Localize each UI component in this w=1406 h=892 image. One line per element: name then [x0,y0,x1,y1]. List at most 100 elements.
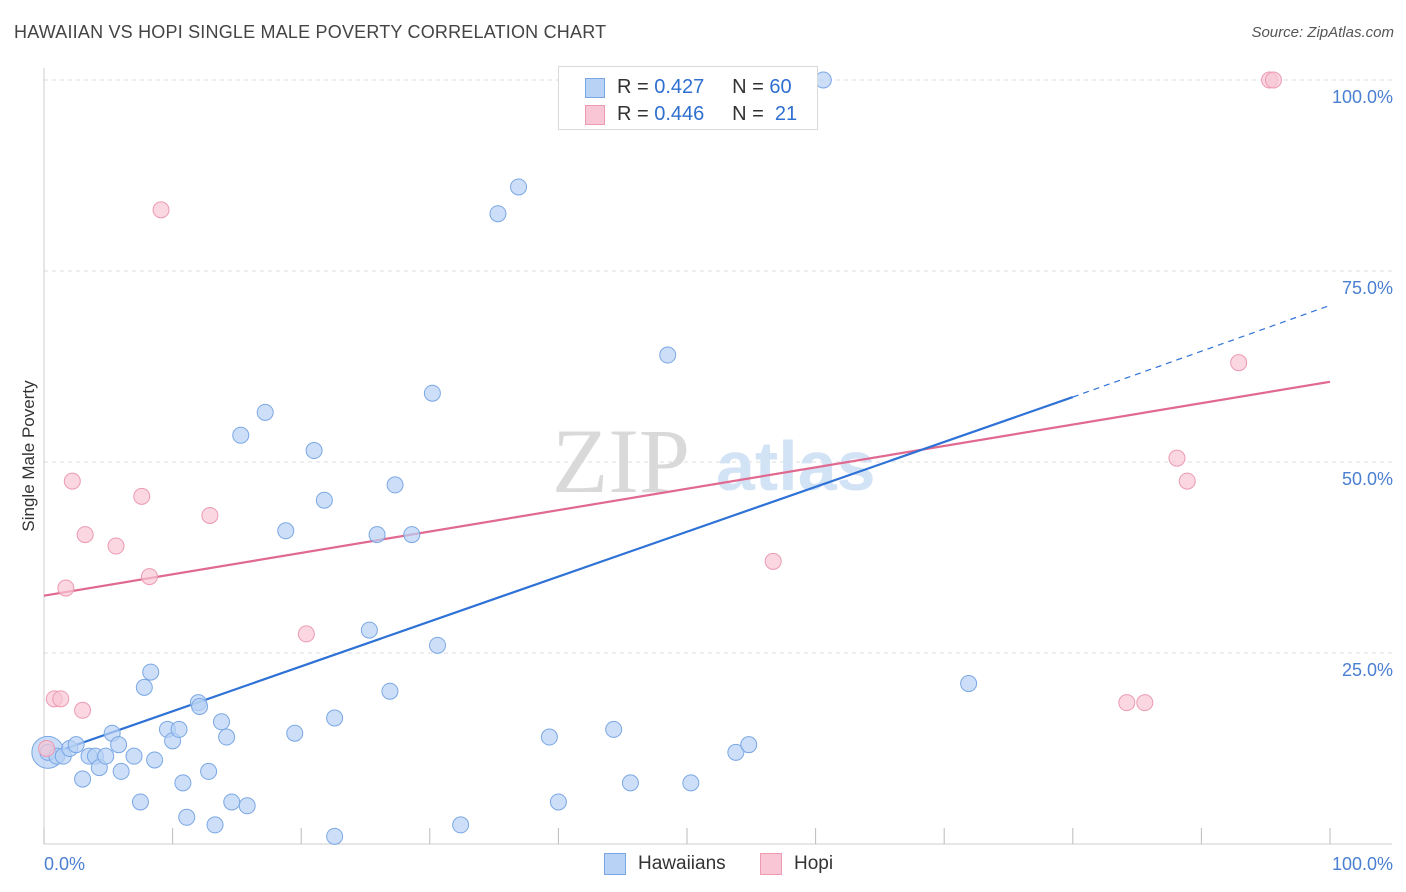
hawaiians-point [740,736,758,754]
hawaiians-point [174,774,192,792]
hawaiians-point [315,491,333,509]
hawaiians-point [360,621,378,639]
hawaiians-point [326,709,344,727]
watermark-atlas: atlas [716,427,876,505]
hawaiians-point [540,728,558,746]
hopi-point [63,472,81,490]
hawaiians-point [960,675,978,693]
hawaiians-point [178,808,196,826]
gridlines [44,79,1392,654]
hopi-point [76,526,94,544]
r-value: 0.446 [654,103,705,125]
hawaiians-point [368,526,386,544]
hopi-point [1178,472,1196,490]
hawaiians-swatch [585,78,605,98]
legend: Hawaiians Hopi [0,852,1406,878]
hopi-point [297,625,315,643]
hopi-point [1168,449,1186,467]
hawaiians-point [131,793,149,811]
hawaiians-point [381,682,399,700]
hopi-legend-swatch [760,853,782,875]
hopi-point [107,537,125,555]
legend-label-hawaiians: Hawaiians [638,853,726,874]
hawaiians-point [510,178,528,196]
hopi-point [1118,694,1136,712]
hopi-swatch [585,105,605,125]
hawaiians-point [200,762,218,780]
hawaiians-point [212,713,230,731]
hawaiians-point [305,442,323,460]
hawaiians-point [489,205,507,223]
hawaiians-legend-swatch [604,853,626,875]
hawaiians-point [67,736,85,754]
r-label: R = [617,76,649,98]
n-label: N = [732,76,764,98]
r-value: 0.427 [654,76,705,98]
hawaiians-point [549,793,567,811]
hawaiians-point [74,770,92,788]
hawaiians-point [621,774,639,792]
hopi-point [140,568,158,586]
chart-source: Source: ZipAtlas.com [1251,24,1394,41]
hopi-point [1136,694,1154,712]
hawaiians-point [125,747,143,765]
hopi-point [133,487,151,505]
n-value: 60 [769,76,792,98]
watermark: ZIP atlas [552,410,876,512]
hawaiians-point [170,720,188,738]
hopi-point [1230,354,1248,372]
hawaiians-point [452,816,470,834]
hopi-point [52,690,70,708]
legend-label-hopi: Hopi [794,853,834,874]
hawaiians-point [605,720,623,738]
tick-labels: 100.0% 75.0% 50.0% 25.0% 0.0% 100.0% [44,87,1393,874]
n-label: N = [732,103,764,125]
y-tick-label: 100.0% [1332,87,1393,107]
hawaiians-point [110,736,128,754]
hawaiians-point [326,827,344,845]
hawaiians-point [403,526,421,544]
hawaiians-point [256,403,274,421]
hopi-point [201,506,219,524]
hopi-trend-line [43,380,1331,597]
hawaiians-trend-extension [1072,304,1331,398]
hawaiians-point [206,816,224,834]
hopi-point [57,579,75,597]
hawaiians-trend-line [43,396,1074,758]
hawaiians-point [286,724,304,742]
hawaiians-point [135,678,153,696]
y-tick-label: 50.0% [1342,469,1393,489]
hopi-point [38,740,56,757]
hawaiians-point [223,793,241,811]
hawaiians-point [97,747,115,765]
hawaiians-point [191,697,209,715]
trend-lines [43,304,1331,758]
x-tick-label: 100.0% [1332,854,1393,874]
hopi-point [764,552,782,570]
x-tick-label: 0.0% [44,854,85,874]
hawaiians-point [146,751,164,769]
hopi-point [1264,71,1282,89]
y-axis-title: Single Male Poverty [19,380,38,532]
hawaiians-point [682,774,700,792]
axes [43,68,1392,845]
hawaiians-point [386,476,404,494]
hawaiians-point [142,663,160,681]
hopi-point [74,701,92,719]
watermark-zip: ZIP [552,410,690,512]
hawaiians-point [277,522,295,540]
hawaiians-point [112,762,130,780]
hawaiians-point [218,728,236,746]
hawaiians-point [238,797,256,815]
hawaiians-point [659,346,677,364]
hawaiians-point [727,743,745,761]
y-tick-label: 75.0% [1342,278,1393,298]
y-tick-label: 25.0% [1342,660,1393,680]
r-label: R = [617,103,649,125]
n-value: 21 [774,103,798,125]
hawaiians-point [232,426,250,444]
hawaiians-point [423,384,441,402]
hopi-point [152,201,170,219]
data-points [31,71,1282,845]
